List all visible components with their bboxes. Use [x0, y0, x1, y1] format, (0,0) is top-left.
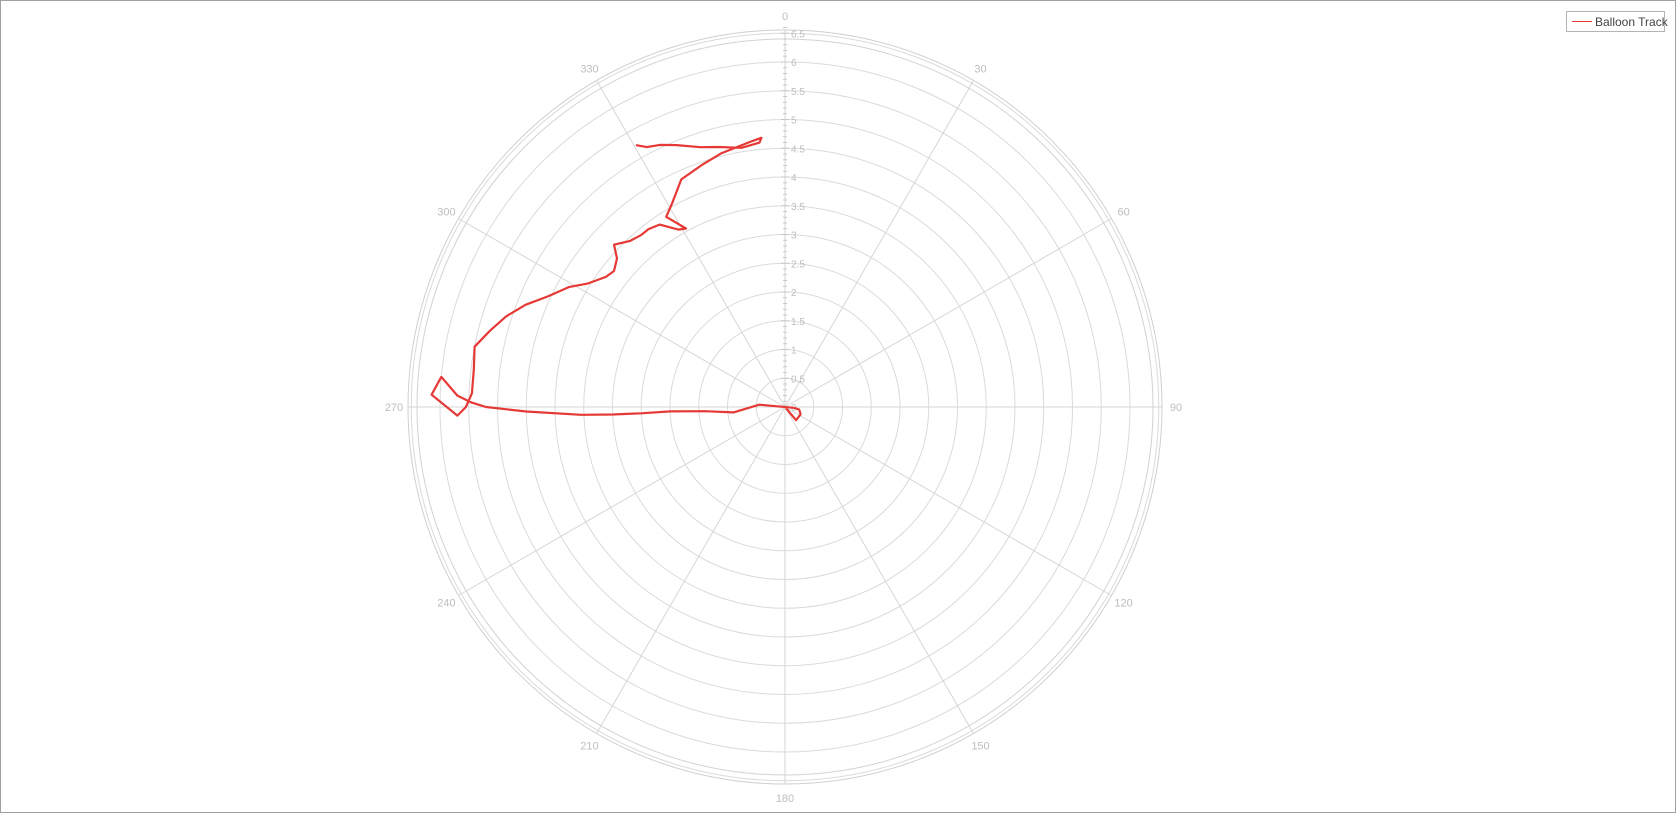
series-layer	[430, 136, 802, 422]
radial-tick-label: 1	[791, 346, 797, 357]
angle-labels: 0 30 60 90 120 150 180 210 240 270 300 330	[385, 11, 1182, 805]
angle-tick-label: 270	[385, 402, 403, 414]
angle-tick-label: 180	[776, 793, 794, 805]
angle-tick-label: 120	[1114, 598, 1132, 610]
radial-tick-label: 5	[791, 116, 797, 127]
angle-tick-label: 30	[974, 63, 986, 75]
angle-tick-label: 240	[437, 598, 455, 610]
angle-tick-label: 60	[1117, 207, 1129, 219]
radial-tick-label: 4.5	[791, 144, 805, 155]
grid-spoke	[458, 406, 786, 596]
grid-spoke	[784, 218, 1112, 408]
grid-spoke	[596, 406, 786, 734]
radial-tick-label: 4	[791, 173, 797, 184]
legend-label: Balloon Track	[1595, 15, 1668, 29]
radial-tick-label: 5.5	[791, 87, 805, 98]
series-line-balloon-track	[430, 136, 802, 422]
grid-spoke	[784, 406, 974, 734]
radial-tick-label: 0.5	[791, 374, 805, 385]
radial-labels: 00.511.522.533.544.555.566.5	[791, 29, 805, 414]
legend-swatch	[1572, 21, 1592, 22]
radial-axis	[781, 27, 789, 402]
grid-spoke	[784, 80, 974, 408]
radial-tick-label: 1.5	[791, 317, 805, 328]
angle-tick-label: 300	[437, 207, 455, 219]
radial-tick-label: 6.5	[791, 29, 805, 40]
radial-tick-label: 3.5	[791, 202, 805, 213]
angle-tick-label: 90	[1170, 402, 1182, 414]
legend[interactable]: Balloon Track	[1566, 11, 1668, 32]
grid-spoke	[784, 406, 1112, 596]
angle-tick-label: 330	[580, 63, 598, 75]
grid-spoke	[458, 218, 786, 408]
radial-tick-label: 3	[791, 231, 797, 242]
radial-tick-label: 2.5	[791, 259, 805, 270]
grid-spoke	[596, 80, 786, 408]
angle-tick-label: 0	[782, 11, 788, 23]
angle-tick-label: 150	[971, 741, 989, 753]
radial-tick-label: 2	[791, 288, 797, 299]
angle-tick-label: 210	[580, 741, 598, 753]
radial-tick-label: 6	[791, 58, 797, 69]
